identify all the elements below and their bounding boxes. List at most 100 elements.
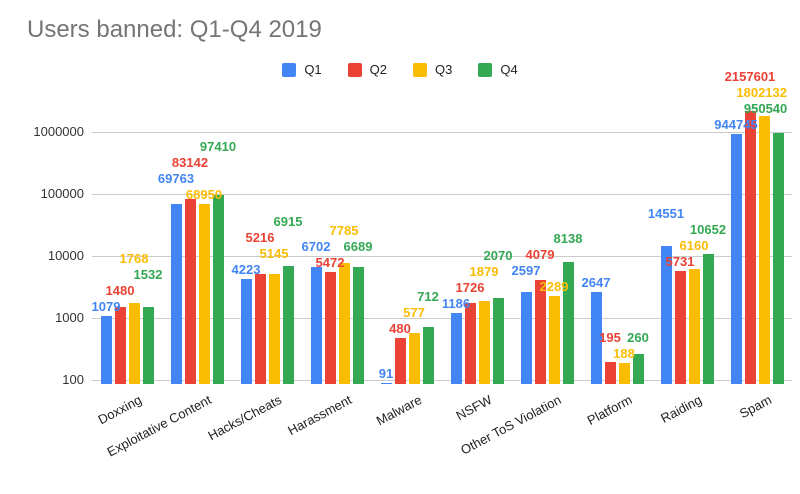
bar-label-spam-q1: 944745 — [714, 116, 758, 132]
bar-label-malware-q4: 712 — [417, 288, 439, 304]
bar-harassment-q1[interactable] — [310, 266, 322, 384]
bar-platform-q3[interactable] — [618, 363, 630, 384]
bar-raiding-q2[interactable] — [674, 270, 686, 384]
x-axis-label-nsfw: NSFW — [453, 392, 495, 424]
x-axis-label-malware: Malware — [373, 392, 425, 429]
legend-swatch-q2 — [347, 62, 362, 77]
bar-other-tos-violation-q1[interactable] — [520, 292, 532, 384]
legend-label: Q2 — [369, 62, 387, 77]
bar-hacks-cheats-q2[interactable] — [254, 273, 266, 384]
bar-label-harassment-q4: 6689 — [343, 239, 373, 255]
bar-platform-q1[interactable] — [590, 291, 602, 384]
bar-label-platform-q3: 188 — [613, 346, 635, 361]
bar-label-doxxing-q4: 1532 — [133, 266, 163, 282]
bar-label-doxxing-q2: 1480 — [105, 282, 135, 298]
bar-label-harassment-q2: 5472 — [315, 255, 345, 271]
bar-label-exploitative-content-q4: 97410 — [199, 139, 237, 154]
x-axis-label-platform: Platform — [584, 392, 635, 428]
bar-raiding-q3[interactable] — [688, 269, 700, 384]
bar-hacks-cheats-q4[interactable] — [282, 265, 294, 384]
bar-label-malware-q3: 577 — [403, 304, 425, 320]
bar-label-nsfw-q3: 1879 — [469, 264, 499, 280]
bar-label-other-tos-violation-q3: 2289 — [539, 278, 569, 294]
bar-label-harassment-q3: 7785 — [329, 223, 359, 239]
legend-swatch-q1 — [282, 62, 297, 77]
bar-other-tos-violation-q3[interactable] — [548, 295, 560, 384]
bar-malware-q1[interactable] — [380, 382, 392, 384]
bar-nsfw-q2[interactable] — [464, 303, 476, 384]
bar-doxxing-q3[interactable] — [128, 302, 140, 384]
y-axis-tick-label: 100 — [62, 372, 84, 387]
x-axis-label-harassment: Harassment — [285, 392, 355, 439]
bar-spam-q3[interactable] — [758, 116, 770, 384]
bar-label-other-tos-violation-q2: 4079 — [525, 246, 555, 262]
bar-harassment-q4[interactable] — [352, 266, 364, 384]
x-axis-label-raiding: Raiding — [658, 392, 705, 426]
bar-exploitative-content-q1[interactable] — [170, 203, 182, 384]
bar-malware-q2[interactable] — [394, 337, 406, 384]
bar-label-hacks-cheats-q3: 5145 — [259, 246, 289, 262]
bar-label-doxxing-q1: 1079 — [91, 298, 121, 314]
bar-label-raiding-q3: 6160 — [679, 237, 709, 253]
legend-item-q2[interactable]: Q2 — [347, 62, 387, 77]
bar-spam-q4[interactable] — [772, 133, 784, 384]
bar-harassment-q2[interactable] — [324, 272, 336, 384]
bar-spam-q1[interactable] — [730, 133, 742, 384]
bar-label-hacks-cheats-q4: 6915 — [273, 214, 303, 230]
y-axis-tick-label: 100000 — [40, 186, 84, 201]
gridline — [92, 318, 792, 319]
bar-other-tos-violation-q2[interactable] — [534, 280, 546, 384]
bar-nsfw-q3[interactable] — [478, 301, 490, 384]
bar-label-hacks-cheats-q2: 5216 — [245, 230, 275, 246]
x-axis-label-doxxing: Doxxing — [95, 392, 145, 428]
bar-platform-q4[interactable] — [632, 354, 644, 384]
y-axis-tick-label: 1000000 — [33, 124, 84, 139]
bar-nsfw-q4[interactable] — [492, 298, 504, 384]
bar-label-exploitative-content-q3: 68950 — [185, 187, 223, 202]
bar-hacks-cheats-q1[interactable] — [240, 279, 252, 384]
bar-label-nsfw-q4: 2070 — [483, 248, 513, 264]
gridline — [92, 194, 792, 195]
bar-label-exploitative-content-q2: 83142 — [171, 155, 209, 170]
bar-doxxing-q4[interactable] — [142, 306, 154, 384]
chart-legend: Q1 Q2 Q3 Q4 — [0, 62, 800, 77]
bar-label-harassment-q1: 6702 — [301, 239, 331, 255]
chart-title: Users banned: Q1-Q4 2019 — [27, 16, 322, 43]
legend-item-q3[interactable]: Q3 — [413, 62, 452, 77]
y-axis-tick-label: 1000 — [55, 310, 84, 325]
bar-exploitative-content-q4[interactable] — [212, 194, 224, 384]
bar-label-raiding-q2: 5731 — [665, 253, 695, 269]
legend-item-q4[interactable]: Q4 — [478, 62, 518, 77]
bar-label-platform-q1: 2647 — [581, 274, 611, 290]
bar-label-nsfw-q1: 1186 — [441, 296, 471, 312]
bar-harassment-q3[interactable] — [338, 262, 350, 384]
bar-raiding-q4[interactable] — [702, 254, 714, 384]
gridline — [92, 380, 792, 381]
legend-label: Q3 — [435, 62, 453, 77]
bar-nsfw-q1[interactable] — [450, 313, 462, 384]
bar-label-platform-q2: 195 — [599, 330, 621, 345]
x-axis-label-spam: Spam — [737, 392, 775, 422]
legend-label: Q4 — [500, 62, 518, 77]
bar-label-exploitative-content-q1: 69763 — [157, 171, 195, 186]
bar-raiding-q1[interactable] — [660, 245, 672, 384]
legend-item-q1[interactable]: Q1 — [282, 62, 322, 77]
bar-other-tos-violation-q4[interactable] — [562, 261, 574, 384]
bar-malware-q3[interactable] — [408, 332, 420, 384]
bar-label-nsfw-q2: 1726 — [455, 280, 485, 296]
bar-label-doxxing-q3: 1768 — [119, 250, 149, 266]
bar-label-spam-q4: 950540 — [743, 100, 788, 116]
bar-doxxing-q2[interactable] — [114, 307, 126, 384]
bar-exploitative-content-q3[interactable] — [198, 204, 210, 384]
bar-malware-q4[interactable] — [422, 327, 434, 384]
bar-label-raiding-q1: 14551 — [647, 205, 685, 221]
gridline — [92, 256, 792, 257]
bar-label-spam-q3: 1802132 — [736, 84, 787, 100]
gridline — [92, 132, 792, 133]
bar-spam-q2[interactable] — [744, 111, 756, 384]
bar-doxxing-q1[interactable] — [100, 315, 112, 384]
bar-exploitative-content-q2[interactable] — [184, 198, 196, 384]
bar-hacks-cheats-q3[interactable] — [268, 273, 280, 384]
bar-platform-q2[interactable] — [604, 362, 616, 384]
